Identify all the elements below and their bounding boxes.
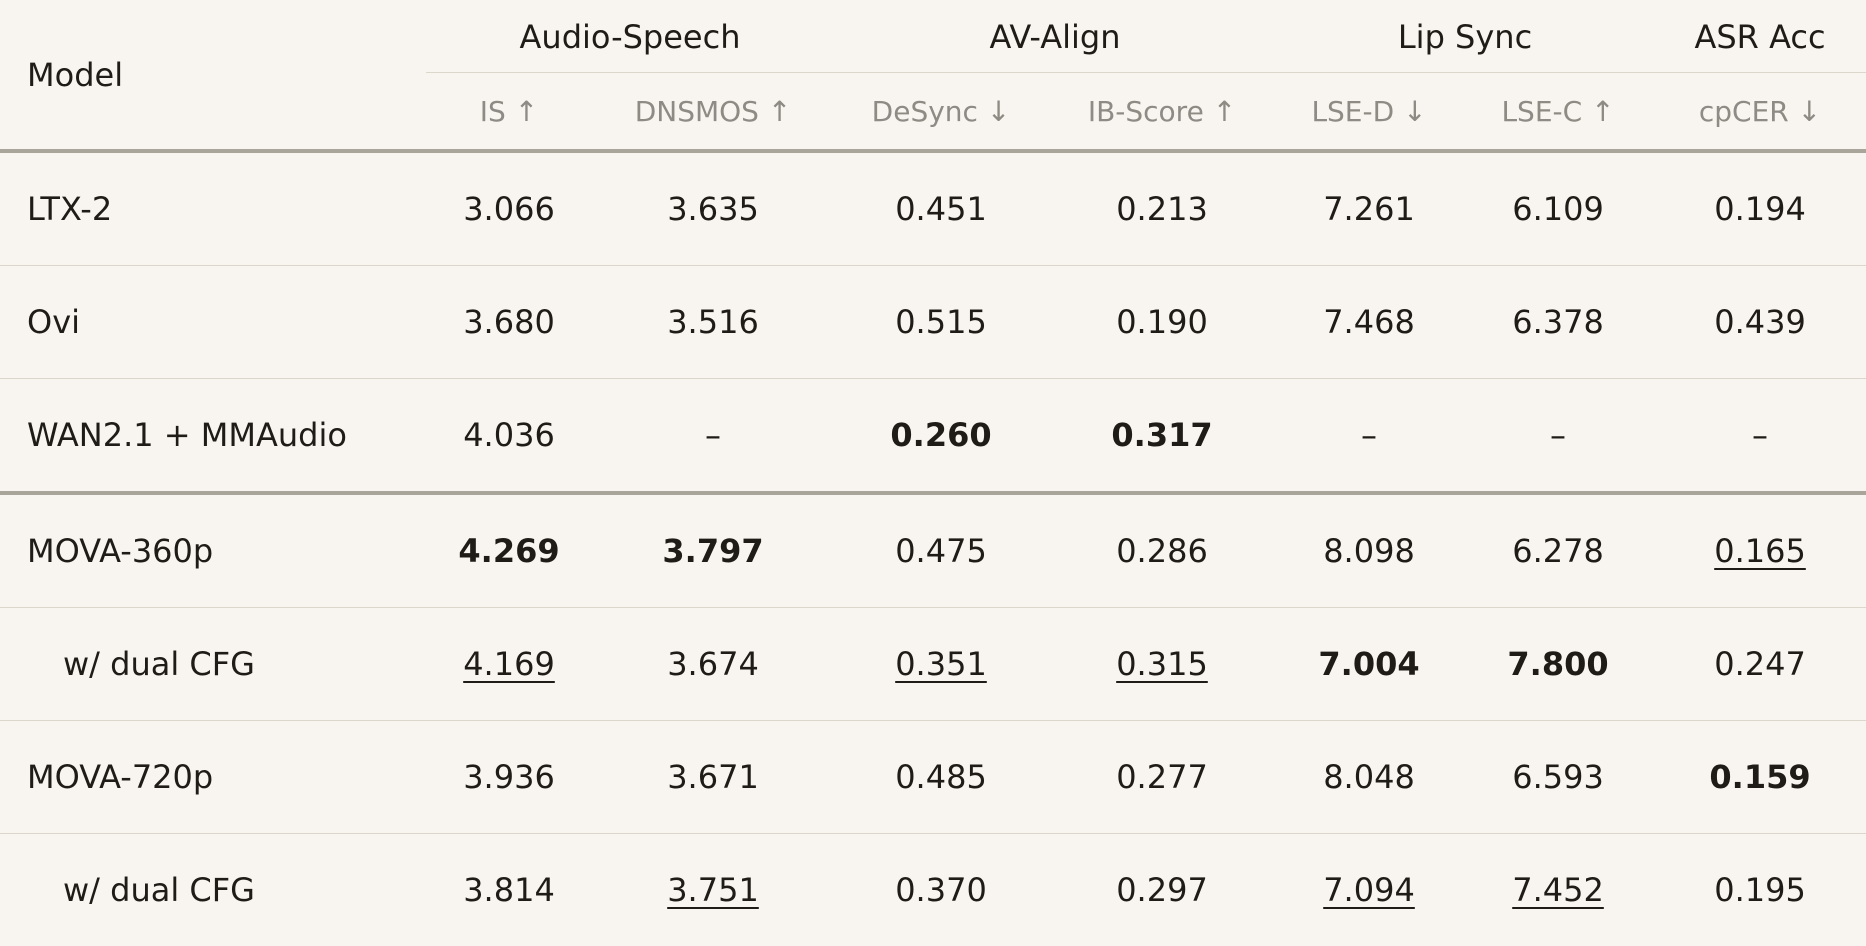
table-row: w/ dual CFG 4.169 3.674 0.351 0.315 7.00…	[0, 608, 1866, 721]
cpcer-value: 0.165	[1714, 532, 1806, 570]
arrow-down-icon: ↓	[1403, 95, 1426, 128]
lse-d-cell: 7.468	[1276, 266, 1462, 379]
arrow-up-icon: ↑	[768, 95, 791, 128]
model-name: WAN2.1 + MMAudio	[0, 379, 426, 494]
group-header-asr-acc: ASR Acc	[1654, 0, 1866, 73]
is-cell: 3.066	[426, 151, 592, 266]
arrow-down-icon: ↓	[1798, 95, 1821, 128]
desync-cell: 0.451	[834, 151, 1048, 266]
metric-name: DNSMOS	[635, 95, 759, 128]
model-name: MOVA-360p	[0, 493, 426, 608]
ib-score-cell: 0.190	[1048, 266, 1276, 379]
metric-header-cpcer: cpCER ↓	[1654, 73, 1866, 152]
model-column-header: Model	[0, 0, 426, 151]
is-value: 4.169	[463, 645, 555, 683]
model-name: w/ dual CFG	[0, 608, 426, 721]
arrow-up-icon: ↑	[515, 95, 538, 128]
desync-cell: 0.475	[834, 493, 1048, 608]
arrow-up-icon: ↑	[1213, 95, 1236, 128]
is-cell: 4.269	[426, 493, 592, 608]
group-header-audio-speech: Audio-Speech	[426, 0, 834, 73]
lse-d-cell: –	[1276, 379, 1462, 494]
cpcer-cell: 0.439	[1654, 266, 1866, 379]
lse-c-cell: 7.800	[1462, 608, 1654, 721]
model-name: Ovi	[0, 266, 426, 379]
cpcer-cell: 0.159	[1654, 721, 1866, 834]
lse-c-cell: 6.278	[1462, 493, 1654, 608]
cpcer-cell: 0.165	[1654, 493, 1866, 608]
ib-score-cell: 0.315	[1048, 608, 1276, 721]
lse-c-value: 7.452	[1512, 871, 1604, 909]
lse-c-cell: 6.109	[1462, 151, 1654, 266]
dnsmos-cell: 3.674	[592, 608, 834, 721]
metric-header-is: IS ↑	[426, 73, 592, 152]
metric-header-desync: DeSync ↓	[834, 73, 1048, 152]
metric-name: cpCER	[1699, 95, 1789, 128]
desync-cell: 0.370	[834, 834, 1048, 946]
ib-score-value: 0.315	[1116, 645, 1208, 683]
desync-cell: 0.351	[834, 608, 1048, 721]
metric-name: IB-Score	[1088, 95, 1204, 128]
desync-cell: 0.515	[834, 266, 1048, 379]
metric-header-ib-score: IB-Score ↑	[1048, 73, 1276, 152]
group-header-row: Model Audio-Speech AV-Align Lip Sync ASR…	[0, 0, 1866, 73]
cpcer-cell: –	[1654, 379, 1866, 494]
model-name: MOVA-720p	[0, 721, 426, 834]
lse-d-cell: 8.098	[1276, 493, 1462, 608]
is-cell: 4.036	[426, 379, 592, 494]
table-row: WAN2.1 + MMAudio 4.036 – 0.260 0.317 – –…	[0, 379, 1866, 494]
group-header-av-align: AV-Align	[834, 0, 1276, 73]
lse-d-cell: 7.094	[1276, 834, 1462, 946]
ib-score-cell: 0.297	[1048, 834, 1276, 946]
lse-d-cell: 8.048	[1276, 721, 1462, 834]
ib-score-cell: 0.286	[1048, 493, 1276, 608]
lse-d-cell: 7.261	[1276, 151, 1462, 266]
metric-name: IS	[480, 95, 506, 128]
dnsmos-cell: 3.797	[592, 493, 834, 608]
is-cell: 4.169	[426, 608, 592, 721]
dnsmos-cell: 3.751	[592, 834, 834, 946]
ib-score-cell: 0.277	[1048, 721, 1276, 834]
model-name: LTX-2	[0, 151, 426, 266]
model-name: w/ dual CFG	[0, 834, 426, 946]
table-row: Ovi 3.680 3.516 0.515 0.190 7.468 6.378 …	[0, 266, 1866, 379]
lse-c-cell: 6.593	[1462, 721, 1654, 834]
desync-cell: 0.260	[834, 379, 1048, 494]
lse-c-cell: 6.378	[1462, 266, 1654, 379]
dnsmos-cell: 3.516	[592, 266, 834, 379]
table-row: MOVA-360p 4.269 3.797 0.475 0.286 8.098 …	[0, 493, 1866, 608]
metric-header-lse-c: LSE-C ↑	[1462, 73, 1654, 152]
metric-name: LSE-D	[1311, 95, 1394, 128]
ib-score-cell: 0.213	[1048, 151, 1276, 266]
desync-cell: 0.485	[834, 721, 1048, 834]
is-cell: 3.936	[426, 721, 592, 834]
group-header-lip-sync: Lip Sync	[1276, 0, 1654, 73]
dnsmos-cell: 3.635	[592, 151, 834, 266]
metric-name: DeSync	[872, 95, 978, 128]
cpcer-cell: 0.247	[1654, 608, 1866, 721]
is-cell: 3.680	[426, 266, 592, 379]
metric-name: LSE-C	[1501, 95, 1582, 128]
metric-header-dnsmos: DNSMOS ↑	[592, 73, 834, 152]
dnsmos-value: 3.751	[667, 871, 759, 909]
dnsmos-cell: –	[592, 379, 834, 494]
lse-c-cell: 7.452	[1462, 834, 1654, 946]
desync-value: 0.351	[895, 645, 987, 683]
cpcer-cell: 0.195	[1654, 834, 1866, 946]
dnsmos-cell: 3.671	[592, 721, 834, 834]
lse-c-cell: –	[1462, 379, 1654, 494]
metric-header-lse-d: LSE-D ↓	[1276, 73, 1462, 152]
cpcer-cell: 0.194	[1654, 151, 1866, 266]
lse-d-cell: 7.004	[1276, 608, 1462, 721]
ib-score-cell: 0.317	[1048, 379, 1276, 494]
arrow-down-icon: ↓	[987, 95, 1010, 128]
is-cell: 3.814	[426, 834, 592, 946]
table-row: LTX-2 3.066 3.635 0.451 0.213 7.261 6.10…	[0, 151, 1866, 266]
lse-d-value: 7.094	[1323, 871, 1415, 909]
table-row: MOVA-720p 3.936 3.671 0.485 0.277 8.048 …	[0, 721, 1866, 834]
table-row: w/ dual CFG 3.814 3.751 0.370 0.297 7.09…	[0, 834, 1866, 946]
arrow-up-icon: ↑	[1591, 95, 1614, 128]
